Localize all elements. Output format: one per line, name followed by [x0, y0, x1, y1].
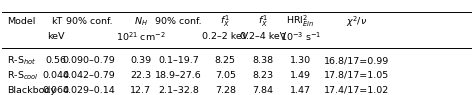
Text: R-S$_{hot}$: R-S$_{hot}$ [7, 54, 36, 67]
Text: $10^{-3}$ s$^{-1}$: $10^{-3}$ s$^{-1}$ [280, 30, 321, 43]
Text: 0.56: 0.56 [46, 56, 67, 65]
Text: 8.23: 8.23 [252, 71, 273, 80]
Text: 90% conf.: 90% conf. [155, 17, 201, 26]
Text: 8.25: 8.25 [215, 56, 236, 65]
Text: $\chi^2/\nu$: $\chi^2/\nu$ [346, 14, 367, 29]
Text: kT: kT [51, 17, 62, 26]
Text: 0.090–0.79: 0.090–0.79 [63, 56, 116, 65]
Text: 0.39: 0.39 [130, 56, 151, 65]
Text: keV: keV [47, 32, 65, 41]
Text: 12.7: 12.7 [130, 86, 151, 95]
Text: 7.28: 7.28 [215, 86, 236, 95]
Text: 0.029–0.14: 0.029–0.14 [63, 86, 116, 95]
Text: 17.8/17=1.05: 17.8/17=1.05 [324, 71, 389, 80]
Text: 1.47: 1.47 [290, 86, 311, 95]
Text: Model: Model [7, 17, 36, 26]
Text: Blackbody: Blackbody [7, 86, 56, 95]
Text: 0.1–19.7: 0.1–19.7 [158, 56, 199, 65]
Text: $10^{21}$ cm$^{-2}$: $10^{21}$ cm$^{-2}$ [116, 30, 165, 43]
Text: 7.84: 7.84 [252, 86, 273, 95]
Text: 1.49: 1.49 [290, 71, 311, 80]
Text: 0.042–0.79: 0.042–0.79 [63, 71, 116, 80]
Text: 18.9–27.6: 18.9–27.6 [155, 71, 202, 80]
Text: 22.3: 22.3 [130, 71, 151, 80]
Text: 0.064: 0.064 [43, 86, 70, 95]
Text: R-S$_{cool}$: R-S$_{cool}$ [7, 69, 39, 82]
Text: 0.2–2 keV: 0.2–2 keV [202, 32, 248, 41]
Text: HRI$^2_{Ein}$: HRI$^2_{Ein}$ [286, 14, 315, 29]
Text: 8.38: 8.38 [252, 56, 273, 65]
Text: 0.044: 0.044 [43, 71, 70, 80]
Text: 90% conf.: 90% conf. [66, 17, 112, 26]
Text: 0.2–4 keV: 0.2–4 keV [240, 32, 286, 41]
Text: 2.1–32.8: 2.1–32.8 [158, 86, 199, 95]
Text: $N_H$: $N_H$ [134, 15, 148, 28]
Text: 17.4/17=1.02: 17.4/17=1.02 [324, 86, 389, 95]
Text: $f_X^1$: $f_X^1$ [258, 14, 268, 29]
Text: 1.30: 1.30 [290, 56, 311, 65]
Text: $f_X^1$: $f_X^1$ [220, 14, 230, 29]
Text: 16.8/17=0.99: 16.8/17=0.99 [324, 56, 389, 65]
Text: 7.05: 7.05 [215, 71, 236, 80]
